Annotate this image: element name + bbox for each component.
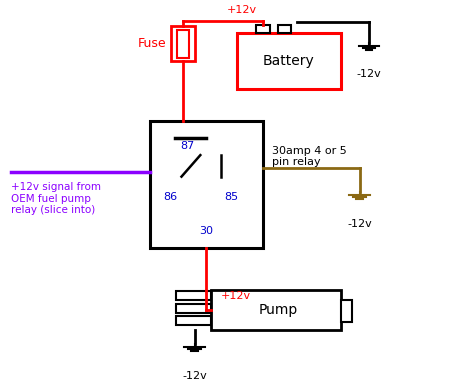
Bar <box>150 121 263 247</box>
Text: 85: 85 <box>224 192 238 202</box>
Text: +12v signal from
OEM fuel pump
relay (slice into): +12v signal from OEM fuel pump relay (sl… <box>11 182 101 215</box>
Text: -12v: -12v <box>356 69 381 79</box>
Text: -12v: -12v <box>182 371 207 379</box>
Bar <box>277 25 291 33</box>
Bar <box>256 25 270 33</box>
Text: 30amp 4 or 5
pin relay: 30amp 4 or 5 pin relay <box>273 146 347 167</box>
Text: Fuse: Fuse <box>137 37 166 50</box>
Text: -12v: -12v <box>347 219 372 229</box>
Text: Battery: Battery <box>263 54 315 68</box>
Bar <box>237 33 341 89</box>
Bar <box>341 300 353 322</box>
Bar <box>177 30 189 58</box>
Bar <box>176 304 211 313</box>
Text: 86: 86 <box>163 192 177 202</box>
Bar <box>211 290 341 330</box>
Bar <box>176 291 211 300</box>
Bar <box>171 26 195 61</box>
Text: +12v: +12v <box>220 291 251 301</box>
Text: 87: 87 <box>180 141 194 151</box>
Bar <box>176 316 211 325</box>
Text: +12v: +12v <box>227 5 257 16</box>
Text: Pump: Pump <box>259 303 298 317</box>
Text: 30: 30 <box>200 226 213 236</box>
